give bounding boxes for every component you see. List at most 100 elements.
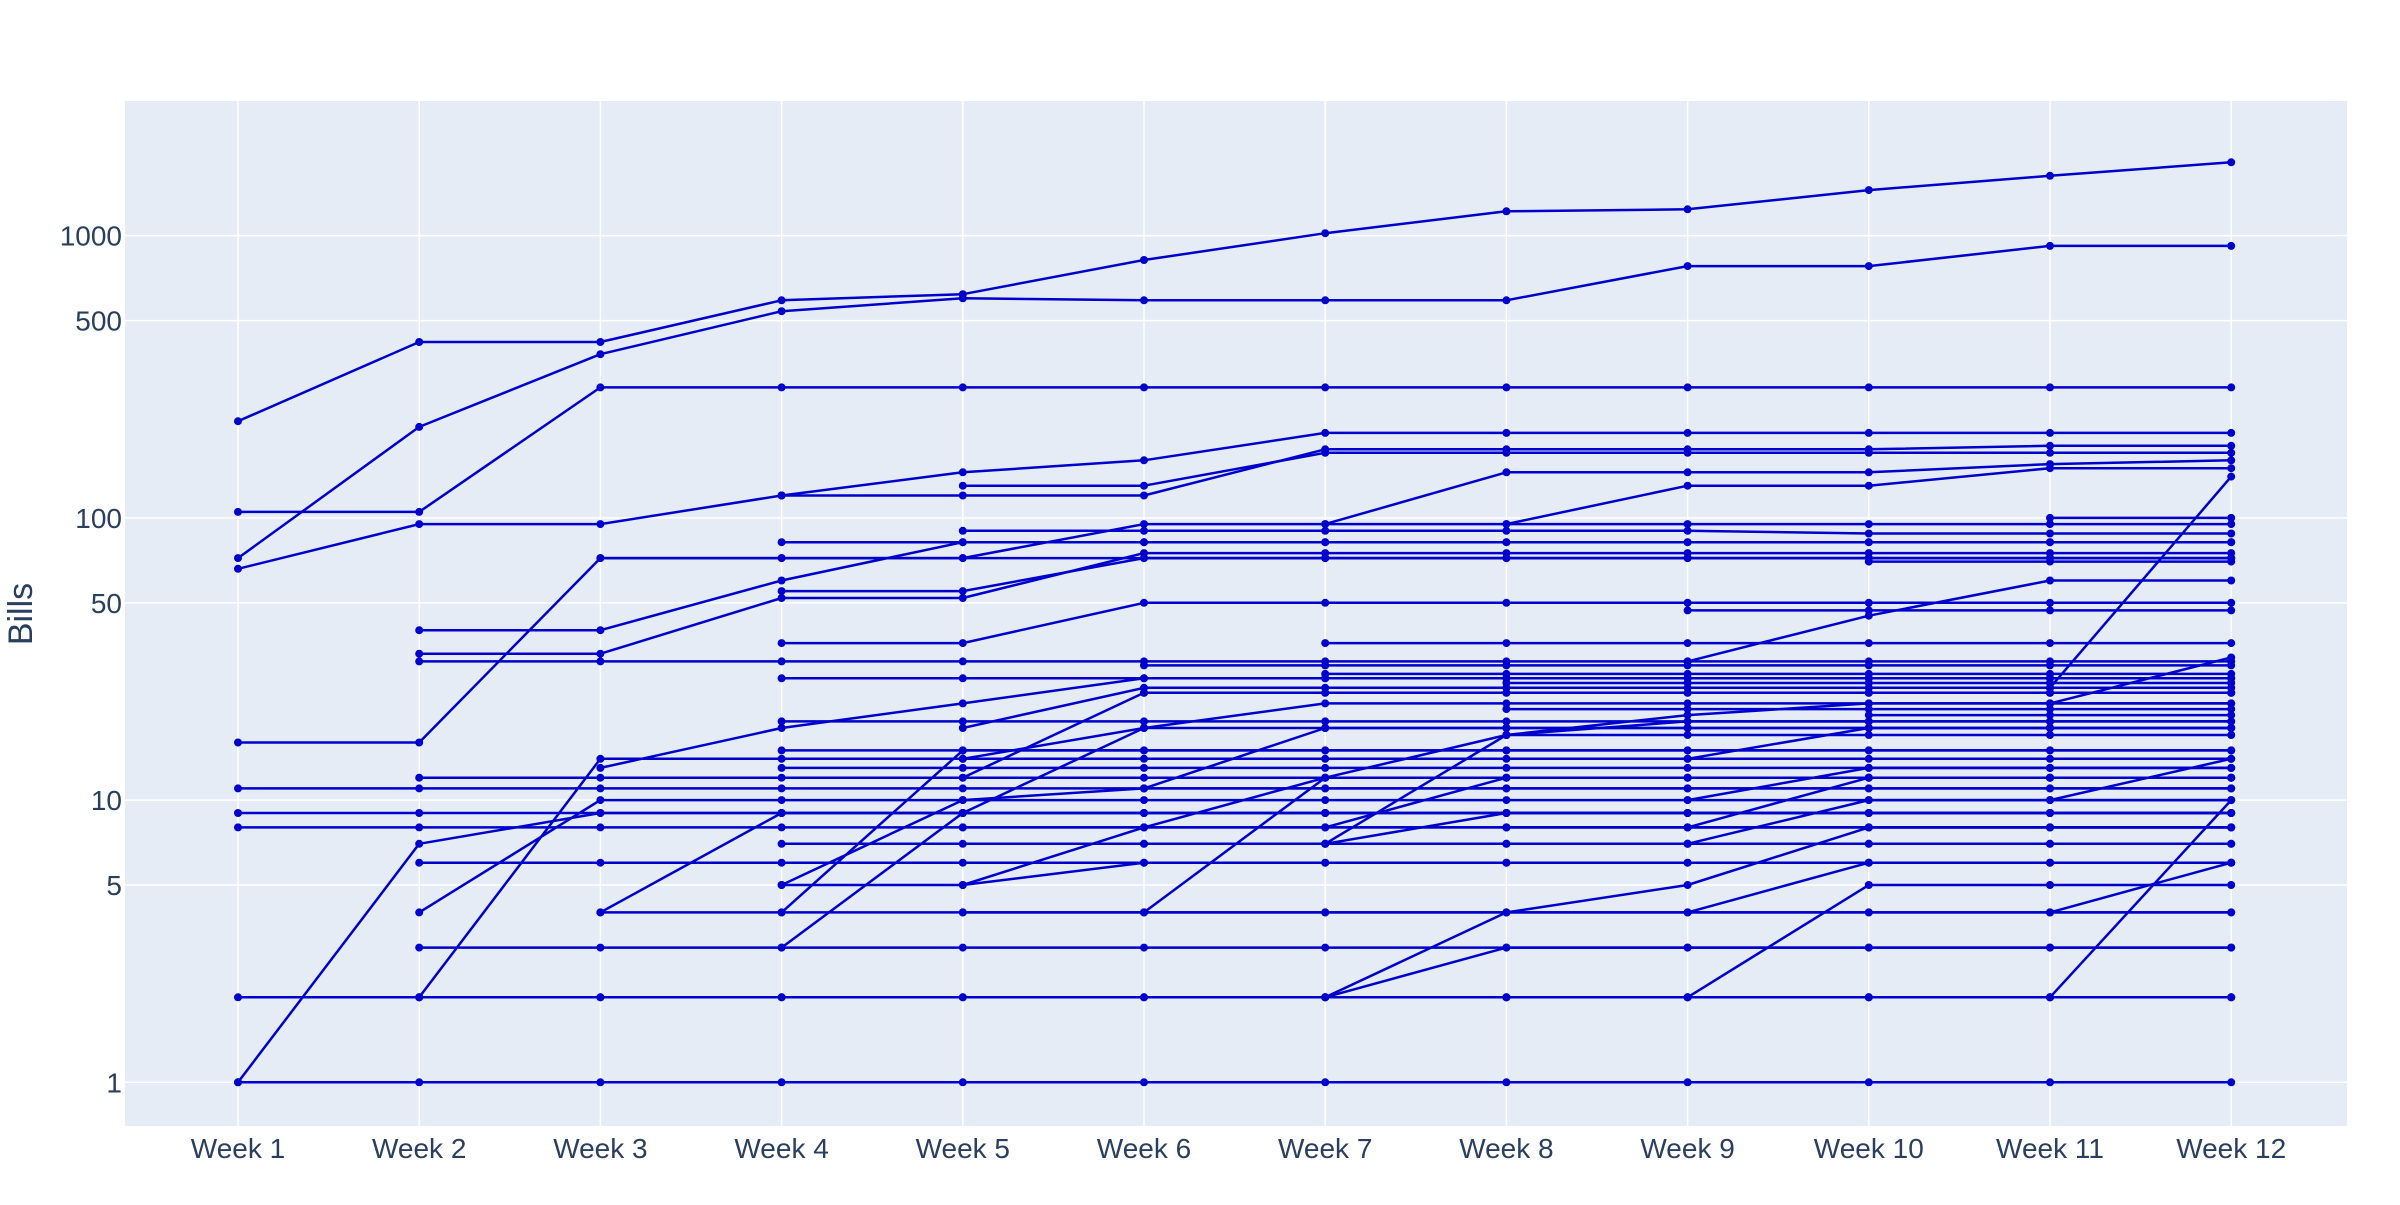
series-78 bbox=[1864, 557, 2236, 566]
data-point bbox=[1321, 784, 1330, 793]
data-point bbox=[415, 809, 424, 817]
series-73 bbox=[1683, 724, 2236, 763]
x-tick-label: Week 6 bbox=[1097, 1133, 1191, 1164]
data-point bbox=[234, 1078, 242, 1087]
data-point bbox=[2046, 705, 2054, 714]
series-75 bbox=[1864, 711, 2236, 720]
data-point bbox=[1864, 448, 1873, 457]
data-point bbox=[958, 943, 967, 952]
data-point bbox=[2227, 839, 2236, 848]
data-point bbox=[1140, 688, 1148, 697]
data-point bbox=[1683, 823, 1692, 832]
data-point bbox=[1864, 538, 1873, 547]
data-point bbox=[1864, 669, 1873, 678]
data-point bbox=[958, 724, 967, 732]
data-point bbox=[1321, 717, 1330, 726]
series-2 bbox=[234, 241, 2236, 563]
series-line bbox=[238, 386, 2232, 514]
series-19 bbox=[777, 598, 2236, 648]
data-point bbox=[1864, 943, 1873, 952]
data-point bbox=[2046, 809, 2054, 817]
data-point bbox=[1683, 657, 1692, 666]
series-3 bbox=[234, 383, 2236, 516]
data-point bbox=[2227, 441, 2236, 450]
y-tick-label: 1 bbox=[106, 1067, 122, 1098]
y-tick-label: 5 bbox=[106, 870, 122, 901]
data-point bbox=[1864, 661, 1873, 670]
data-point bbox=[1683, 943, 1692, 952]
data-point bbox=[1140, 383, 1148, 392]
data-point bbox=[777, 796, 786, 805]
data-point bbox=[1502, 1078, 1511, 1087]
data-point bbox=[1502, 639, 1511, 648]
data-point bbox=[2046, 606, 2054, 615]
data-point bbox=[958, 587, 967, 596]
data-point bbox=[596, 383, 605, 392]
data-point bbox=[1321, 520, 1330, 529]
data-point bbox=[1321, 428, 1330, 437]
data-point bbox=[2046, 538, 2054, 547]
data-point bbox=[596, 649, 605, 658]
series-24 bbox=[234, 1078, 2236, 1087]
data-point bbox=[777, 993, 786, 1002]
series-44 bbox=[777, 784, 2236, 889]
data-point bbox=[2046, 383, 2054, 392]
data-point bbox=[234, 809, 242, 817]
data-point bbox=[1321, 746, 1330, 755]
data-point bbox=[1140, 858, 1148, 867]
series-62 bbox=[1321, 669, 2236, 678]
series-58 bbox=[1321, 809, 2236, 848]
data-point bbox=[415, 738, 424, 747]
data-point bbox=[2227, 773, 2236, 782]
data-point bbox=[1864, 724, 1873, 732]
data-point bbox=[1683, 717, 1692, 726]
series-line bbox=[1687, 798, 2232, 846]
data-point bbox=[1864, 598, 1873, 607]
data-point bbox=[415, 338, 424, 346]
data-point bbox=[1864, 839, 1873, 848]
data-point bbox=[1321, 858, 1330, 867]
data-point bbox=[415, 784, 424, 793]
data-point bbox=[777, 296, 786, 305]
data-point bbox=[1683, 773, 1692, 782]
data-point bbox=[596, 796, 605, 805]
data-point bbox=[2227, 823, 2236, 832]
data-point bbox=[234, 554, 242, 563]
data-point bbox=[2227, 576, 2236, 585]
data-point bbox=[2046, 428, 2054, 437]
data-point bbox=[596, 908, 605, 917]
data-point bbox=[1683, 796, 1692, 805]
data-point bbox=[1321, 669, 1330, 678]
data-point bbox=[2046, 908, 2054, 917]
data-point bbox=[1683, 993, 1692, 1002]
x-tick-label: Week 4 bbox=[734, 1133, 828, 1164]
data-point bbox=[958, 526, 967, 535]
data-point bbox=[1321, 908, 1330, 917]
data-point bbox=[1321, 229, 1330, 238]
data-point bbox=[596, 626, 605, 635]
data-point bbox=[777, 908, 786, 917]
data-point bbox=[596, 784, 605, 793]
data-point bbox=[2227, 724, 2236, 732]
data-point bbox=[1864, 908, 1873, 917]
series-65 bbox=[1502, 679, 2236, 687]
data-point bbox=[1502, 763, 1511, 772]
data-point bbox=[1683, 809, 1692, 817]
data-point bbox=[1864, 529, 1873, 538]
data-point bbox=[1683, 481, 1692, 490]
data-point bbox=[2046, 858, 2054, 867]
data-point bbox=[958, 796, 967, 805]
data-point bbox=[1321, 661, 1330, 670]
data-point bbox=[2046, 513, 2054, 522]
x-tick-label: Week 12 bbox=[2176, 1133, 2286, 1164]
data-point bbox=[1864, 993, 1873, 1002]
data-point bbox=[2046, 763, 2054, 772]
series-79 bbox=[2046, 796, 2236, 1002]
data-point bbox=[2227, 639, 2236, 648]
data-point bbox=[2046, 943, 2054, 952]
data-point bbox=[1140, 943, 1148, 952]
x-tick-label: Week 8 bbox=[1459, 1133, 1553, 1164]
data-point bbox=[958, 468, 967, 477]
data-point bbox=[1321, 538, 1330, 547]
series-57 bbox=[1321, 943, 2236, 1002]
